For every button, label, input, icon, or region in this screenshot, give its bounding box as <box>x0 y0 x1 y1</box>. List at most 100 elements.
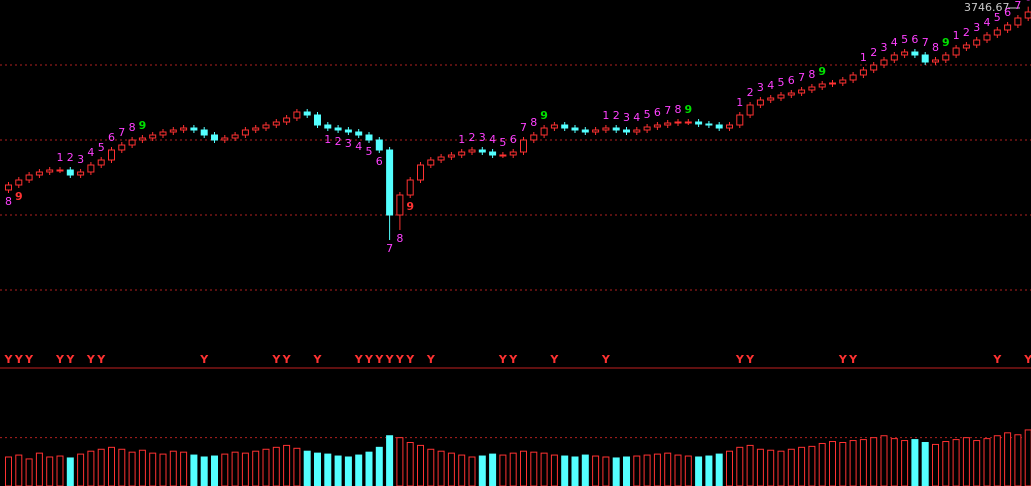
candle-body <box>447 154 455 158</box>
volume-bar <box>777 450 785 486</box>
candle-body <box>849 74 857 81</box>
candle-body <box>870 64 878 71</box>
candle-body <box>705 123 713 126</box>
td-sell-count: 2 <box>963 26 970 39</box>
td-sell-count: 3 <box>479 131 486 144</box>
volume-bar <box>252 450 260 486</box>
volume-bar <box>509 452 517 486</box>
candle-body <box>983 34 991 41</box>
volume-bar <box>427 448 435 486</box>
signal-marker: Y <box>405 353 415 366</box>
volume-bar <box>314 452 321 486</box>
signal-marker: Y <box>385 353 395 366</box>
signal-marker: Y <box>86 353 96 366</box>
signal-marker: Y <box>549 353 559 366</box>
td-buy-count: 5 <box>366 145 373 158</box>
candle-body <box>756 99 764 106</box>
candle-body <box>1004 24 1012 31</box>
td-sell-count: 8 <box>808 68 815 81</box>
td-sell-count: 3 <box>973 21 980 34</box>
td-sell-count: 8 <box>129 121 136 134</box>
volume-bar <box>190 454 198 486</box>
candle-body <box>108 149 115 161</box>
candle-body <box>355 131 363 136</box>
volume-bar <box>5 456 12 486</box>
signal-marker: Y <box>848 353 858 366</box>
td-sell-count: 4 <box>633 111 640 124</box>
signal-marker: Y <box>395 353 405 366</box>
volume-bar <box>396 437 404 486</box>
volume-bar <box>303 450 311 486</box>
candle-body <box>684 121 692 124</box>
volume-bar <box>592 455 600 486</box>
candle-body <box>592 129 600 133</box>
volume-bar <box>108 446 115 486</box>
candle-body <box>550 124 558 129</box>
volume-bar <box>715 453 723 486</box>
candle-body <box>952 47 960 56</box>
td-sell-count: 4 <box>891 36 898 49</box>
volume-bar <box>35 452 43 486</box>
candle-body <box>375 139 383 151</box>
volume-bar <box>468 456 476 486</box>
volume-bar <box>118 448 126 486</box>
candle-body <box>35 171 43 176</box>
candle-body <box>303 111 311 116</box>
candle-body <box>25 174 33 181</box>
volume-bar <box>849 440 857 486</box>
td-buy-count: 4 <box>355 140 362 153</box>
candle-body <box>921 54 929 63</box>
candle-body <box>932 59 939 63</box>
volume-bar <box>798 446 806 486</box>
candle-body <box>149 134 157 139</box>
td-sell-count: 3 <box>623 111 630 124</box>
candle-body <box>767 97 775 101</box>
candle-body <box>509 151 517 156</box>
td-sell-count: 8 <box>530 116 537 129</box>
candle-body <box>736 114 744 126</box>
signal-marker: Y <box>313 353 323 366</box>
volume-bar <box>355 454 363 486</box>
volume-bar <box>499 454 507 486</box>
candle-body <box>128 139 136 146</box>
signal-marker: Y <box>745 353 755 366</box>
volume-bar <box>921 442 929 486</box>
volume-bar <box>540 452 548 486</box>
candle-body <box>190 127 198 131</box>
candle-body <box>499 154 507 157</box>
signal-marker: Y <box>354 353 364 366</box>
signal-marker: Y <box>55 353 65 366</box>
td-sell-count: 3 <box>757 81 764 94</box>
candle-body <box>777 94 785 99</box>
td-sell-count: 5 <box>98 141 105 154</box>
volume-bar <box>520 450 527 486</box>
td-sell-count: 9 <box>818 65 826 78</box>
volume-bar <box>262 448 270 486</box>
candle-body <box>1014 17 1022 26</box>
volume-bar <box>344 456 352 486</box>
signal-marker: Y <box>271 353 281 366</box>
td-sell-count: 7 <box>118 126 125 139</box>
volume-bar <box>478 455 486 486</box>
td-sell-count: 1 <box>860 51 867 64</box>
volume-bar <box>633 455 641 486</box>
td-sell-count: 2 <box>67 151 74 164</box>
td-sell-count: 4 <box>87 146 94 159</box>
volume-bar <box>767 449 775 486</box>
volume-bar <box>231 451 239 486</box>
volume-bar <box>128 451 136 486</box>
candle-body <box>15 179 23 186</box>
td-sell-count: 6 <box>911 33 918 46</box>
candle-body <box>808 86 816 91</box>
volume-bar <box>674 454 682 486</box>
td-buy-count: 1 <box>324 133 331 146</box>
volume-bar <box>973 440 981 486</box>
candle-body <box>241 129 249 136</box>
td-buy-count: 6 <box>376 155 383 168</box>
candle-body <box>633 129 641 133</box>
candle-body <box>540 127 548 136</box>
td-sell-count: 6 <box>654 106 661 119</box>
candle-body <box>962 44 970 49</box>
candle-body <box>571 127 579 131</box>
